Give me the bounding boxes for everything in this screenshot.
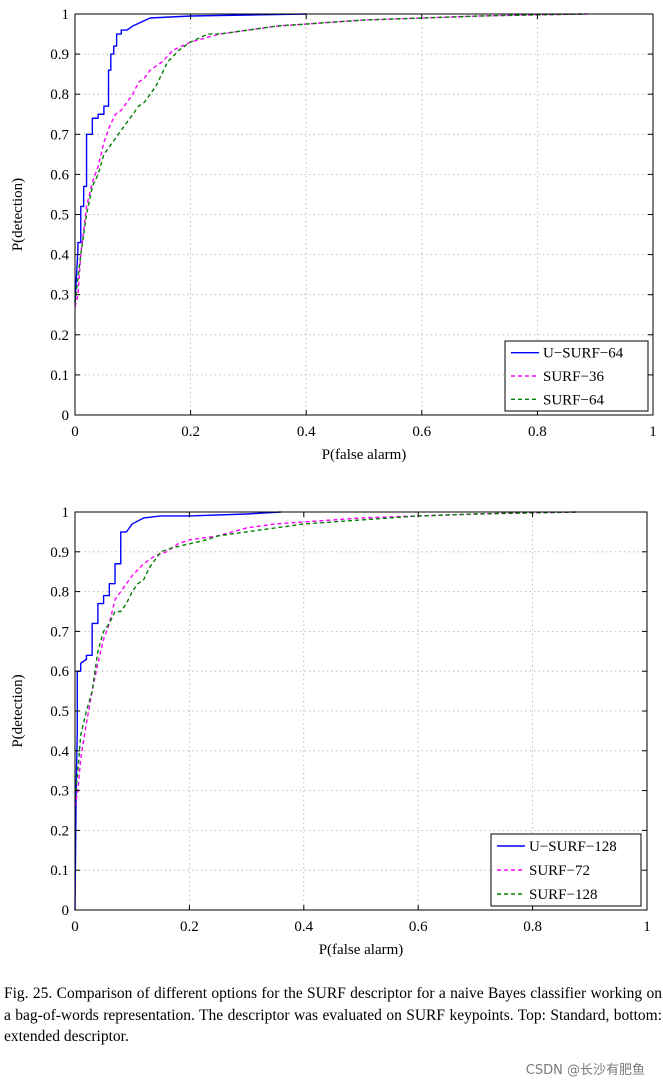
y-tick-label: 0.4 — [50, 248, 69, 264]
x-tick-label: 1 — [649, 424, 657, 440]
y-tick-label: 0.8 — [50, 585, 69, 601]
chart-2: 0 0.2 0.4 0.6 0.8 1 0 0.1 0.2 0.3 0.4 0.5 0.6 0.7 0.8 0… — [10, 505, 651, 958]
x-tick-label: 0 — [71, 424, 79, 440]
y-tick-label: 0.4 — [50, 744, 69, 760]
x-tick-label: 0.4 — [297, 424, 316, 440]
y-tick-label: 0.9 — [50, 47, 69, 63]
x-tick-label: 1 — [643, 919, 651, 935]
x-tick-label: 0.8 — [523, 919, 542, 935]
y-tick-label: 0.9 — [50, 545, 69, 561]
legend-label-2: SURF−72 — [529, 863, 590, 879]
x-axis-label: P(false alarm) — [322, 447, 407, 463]
x-tick-label: 0.6 — [412, 424, 431, 440]
x-tick-label: 0.2 — [180, 919, 199, 935]
y-tick-label: 0.1 — [50, 368, 69, 384]
x-tick-label: 0.8 — [528, 424, 547, 440]
x-tick-label: 0.4 — [294, 919, 313, 935]
series-line-2 — [74, 13, 590, 307]
y-axis-label: P(detection) — [10, 674, 26, 747]
series-line-1 — [74, 511, 281, 911]
legend: U−SURF−128 SURF−72 SURF−128 — [490, 833, 642, 907]
y-tick-label: 0.3 — [50, 288, 69, 304]
x-tick-label: 0 — [71, 919, 79, 935]
legend-label-1: U−SURF−128 — [529, 839, 617, 855]
y-tick-label: 0.6 — [50, 664, 69, 680]
y-tick-label: 0.2 — [50, 328, 69, 344]
grid — [75, 512, 647, 910]
series-line-1 — [74, 13, 307, 303]
y-tick-label: 1 — [62, 505, 70, 521]
x-tick-label: 0.2 — [181, 424, 200, 440]
series-line-3 — [74, 13, 584, 303]
y-axis-label: P(detection) — [10, 178, 26, 251]
y-tick-label: 0.7 — [50, 624, 69, 640]
figure-canvas: 0 0.2 0.4 0.6 0.8 1 0 0.1 0.2 0.3 0.4 0.5 0.6 0.7 0.8 0… — [10, 7, 657, 958]
y-tick-label: 0.2 — [50, 823, 69, 839]
y-tick-label: 0.5 — [50, 704, 69, 720]
legend-label-2: SURF−36 — [543, 369, 604, 385]
series-line-3 — [74, 511, 579, 799]
x-tick-label: 0.6 — [409, 919, 428, 935]
y-tick-label: 0.1 — [50, 863, 69, 879]
chart-1: 0 0.2 0.4 0.6 0.8 1 0 0.1 0.2 0.3 0.4 0.5 0.6 0.7 0.8 0… — [10, 7, 657, 463]
series-line-2 — [74, 511, 579, 807]
csdn-watermark: CSDN @长沙有肥鱼 — [521, 1059, 649, 1078]
y-tick-label: 0.8 — [50, 87, 69, 103]
figure-caption: Fig. 25. Comparison of different options… — [4, 985, 662, 1045]
y-tick-label: 0 — [62, 903, 70, 919]
y-tick-label: 0 — [62, 408, 70, 424]
y-tick-label: 0.3 — [50, 784, 69, 800]
legend-label-3: SURF−128 — [529, 887, 597, 903]
legend-label-1: U−SURF−64 — [543, 346, 624, 362]
y-tick-label: 1 — [62, 7, 70, 23]
y-tick-label: 0.6 — [50, 167, 69, 183]
x-axis-label: P(false alarm) — [319, 942, 404, 958]
y-tick-label: 0.5 — [50, 208, 69, 224]
y-tick-label: 0.7 — [50, 127, 69, 143]
legend-label-3: SURF−64 — [543, 392, 604, 408]
legend: U−SURF−64 SURF−36 SURF−64 — [504, 340, 649, 412]
